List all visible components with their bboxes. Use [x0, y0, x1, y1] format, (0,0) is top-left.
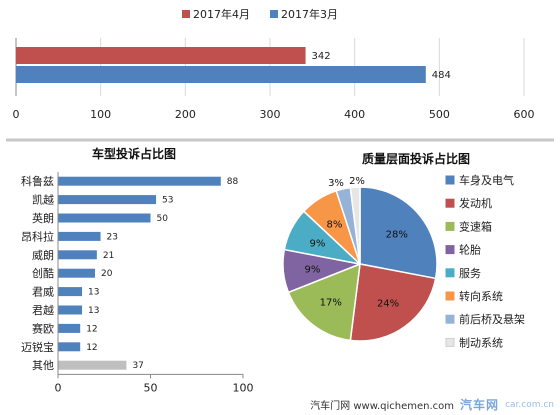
legend-swatch-1	[270, 10, 278, 18]
category-label: 英朗	[32, 211, 54, 225]
bar-value-label: 37	[132, 361, 143, 371]
pie-slice	[287, 262, 361, 342]
bar-value-label: 20	[101, 269, 113, 279]
x-tick-label: 100	[90, 108, 111, 121]
slice-label: 8%	[326, 220, 342, 231]
legend-swatch	[445, 175, 455, 185]
x-tick-label: 600	[514, 108, 535, 121]
legend-label-0: 2017年4月	[193, 7, 250, 21]
category-label: 赛欧	[32, 321, 54, 335]
bar-value-label: 50	[157, 214, 169, 224]
slice-label: 9%	[305, 264, 321, 275]
slice-label: 3%	[328, 178, 344, 189]
legend-label: 轮胎	[459, 243, 481, 257]
x-tick-label: 500	[429, 108, 450, 121]
category-label: 迈锐宝	[21, 340, 54, 354]
legend-label: 服务	[459, 267, 481, 280]
category-label: 凯越	[32, 193, 54, 207]
legend-swatch	[445, 268, 455, 278]
legend-label: 变速箱	[459, 219, 492, 233]
slice-label: 9%	[310, 238, 326, 249]
category-label: 君威	[32, 286, 54, 299]
legend-label: 制动系统	[459, 336, 503, 349]
x-tick-label: 200	[175, 108, 196, 121]
legend-label: 前后桥及悬架	[459, 312, 525, 326]
bar-value-label: 21	[103, 251, 114, 261]
category-label: 君越	[32, 303, 54, 317]
category-label: 创酷	[32, 267, 54, 280]
footer: 汽车门网 www.qichemen.com 汽车网 car.com.cn	[310, 396, 554, 413]
bar-0	[16, 47, 306, 64]
bar-value-label: 13	[88, 288, 99, 298]
x-tick-label: 100	[233, 381, 254, 394]
legend-swatch	[445, 291, 455, 301]
slice-label: 24%	[377, 299, 399, 310]
category-label: 其他	[32, 359, 54, 372]
chart-title: 质量层面投诉占比图	[362, 151, 470, 166]
bar	[58, 213, 151, 223]
bar-value-label: 23	[107, 232, 118, 242]
category-label: 昂科拉	[21, 229, 54, 243]
legend-swatch	[445, 198, 455, 208]
bar	[58, 342, 81, 352]
chart-title: 车型投诉占比图	[92, 146, 176, 161]
legend-label: 车身及电气	[459, 173, 514, 187]
bar	[58, 323, 81, 333]
bar-value-label-1: 484	[432, 70, 451, 81]
legend-swatch	[445, 221, 455, 231]
bar-value-label: 53	[162, 196, 173, 206]
legend-label-1: 2017年3月	[281, 7, 338, 21]
bar-1	[16, 66, 426, 83]
legend-swatch-0	[182, 10, 190, 18]
x-tick-label: 0	[13, 108, 20, 121]
slice-label: 28%	[386, 230, 408, 241]
x-tick-label: 0	[55, 381, 62, 394]
legend-swatch	[445, 245, 455, 255]
slice-label: 17%	[320, 298, 342, 309]
legend-label: 发动机	[459, 196, 492, 210]
x-tick-label: 400	[344, 108, 365, 121]
x-tick-label: 50	[144, 381, 158, 394]
bar	[58, 195, 157, 205]
legend-swatch	[445, 337, 455, 347]
legend-label: 转向系统	[459, 289, 503, 303]
bar-value-label: 12	[86, 343, 97, 353]
bar	[58, 231, 101, 241]
complaints-by-month-chart: 2017年4月 2017年3月 0 100 200 300 400 500 600 342 484	[13, 7, 535, 121]
watermark-sub: car.com.cn	[505, 399, 554, 410]
bar	[58, 287, 83, 297]
bar	[58, 176, 221, 186]
bar-value-label: 12	[86, 324, 97, 334]
legend-swatch	[445, 314, 455, 324]
category-label: 威朗	[32, 249, 54, 262]
bar-value-label: 88	[227, 177, 239, 187]
bar	[58, 305, 83, 315]
slice-label: 2%	[349, 176, 365, 187]
x-tick-label: 300	[260, 108, 281, 121]
source-text: 汽车门网 www.qichemen.com	[310, 401, 455, 412]
bar-value-label: 13	[88, 306, 99, 316]
watermark-logo: 汽车网	[460, 398, 500, 412]
bar	[58, 250, 97, 260]
pie-slice	[349, 186, 361, 265]
bar-value-label-0: 342	[312, 51, 331, 62]
bar	[58, 360, 127, 370]
category-label: 科鲁兹	[21, 174, 54, 188]
pie-slice	[349, 263, 437, 342]
bar	[58, 268, 95, 278]
pie-slice	[359, 186, 438, 280]
